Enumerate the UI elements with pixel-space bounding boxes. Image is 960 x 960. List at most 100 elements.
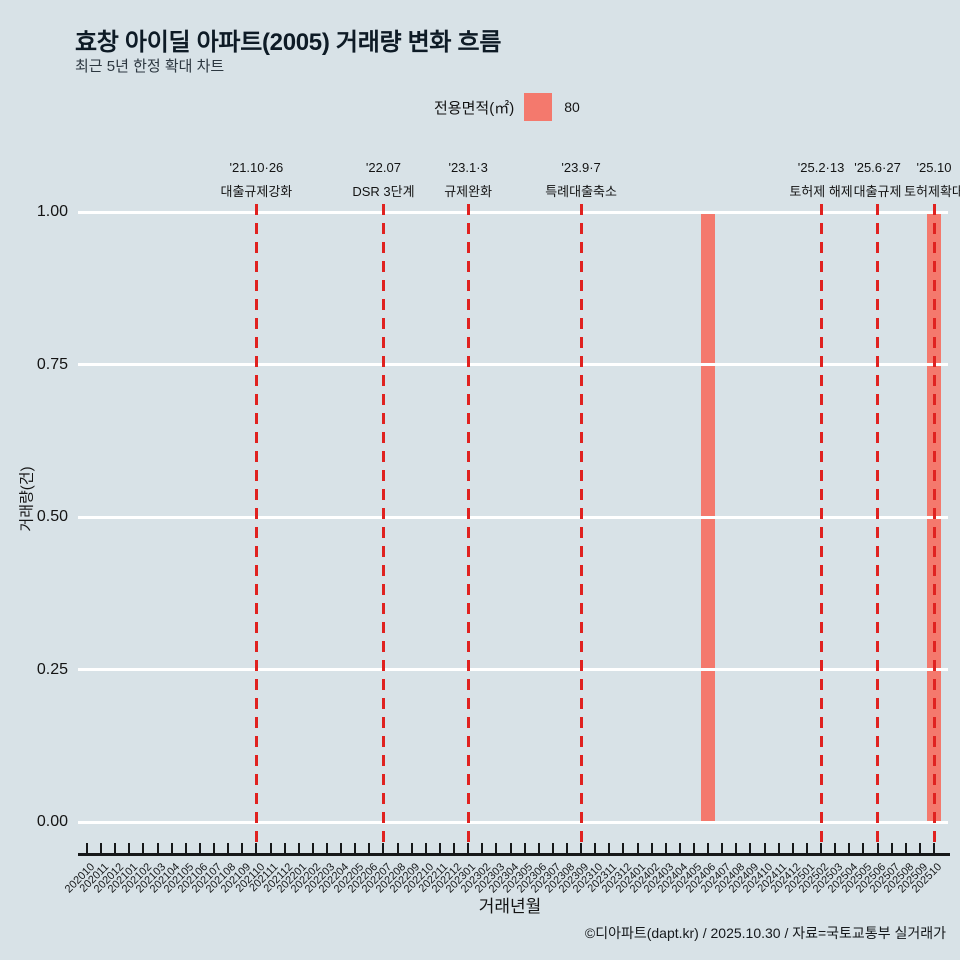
x-tick [693, 843, 696, 853]
event-date: '23.9·7 [561, 160, 601, 175]
x-tick [114, 843, 117, 853]
x-tick [424, 843, 427, 853]
x-tick [382, 843, 385, 853]
x-tick [805, 843, 808, 853]
x-tick [904, 843, 907, 853]
x-tick [594, 843, 597, 853]
x-tick [227, 843, 230, 853]
x-tick [86, 843, 88, 853]
x-tick [142, 843, 145, 853]
x-tick [198, 843, 201, 853]
x-tick [368, 843, 371, 853]
x-tick [100, 843, 103, 853]
page-subtitle: 최근 5년 한정 확대 차트 [75, 58, 225, 75]
event-line [819, 204, 823, 848]
y-tick-label: 0.25 [36, 660, 68, 678]
x-tick [876, 843, 879, 853]
x-tick [763, 843, 766, 853]
event-label: 특례대출축소 [545, 184, 617, 199]
gridline-1.00 [78, 210, 948, 214]
x-tick [678, 843, 681, 853]
x-tick [311, 843, 314, 853]
x-tick [707, 843, 710, 853]
footer-credit: ©디아파트(dapt.kr) / 2025.10.30 / 자료=국토교통부 실… [584, 925, 946, 941]
x-tick [565, 843, 568, 853]
event-line [254, 204, 258, 848]
event-label: 규제완화 [444, 184, 493, 199]
x-tick [213, 843, 216, 853]
x-tick [325, 843, 328, 853]
x-tick [396, 843, 399, 853]
x-axis-line [78, 853, 950, 856]
x-tick [622, 843, 625, 853]
x-tick [241, 843, 244, 853]
legend-label: 전용면적(㎡) [434, 99, 515, 117]
event-date: '22.07 [365, 160, 401, 175]
x-tick [820, 843, 823, 853]
page-title: 효창 아이딜 아파트(2005) 거래량 변화 흐름 [75, 29, 502, 56]
x-tick [848, 843, 851, 853]
x-tick [410, 843, 413, 853]
x-tick [537, 843, 540, 853]
x-tick [170, 843, 173, 853]
x-tick [791, 843, 794, 853]
event-label: 토허제 해제 [789, 184, 853, 199]
event-line [932, 204, 936, 848]
event-line [381, 204, 385, 848]
x-tick [933, 843, 935, 853]
x-tick [749, 843, 752, 853]
event-label: 대출규제 [853, 184, 902, 199]
event-line [876, 204, 880, 848]
x-tick [918, 843, 921, 853]
y-tick-label: 0.50 [36, 508, 68, 525]
x-tick [297, 843, 300, 853]
x-tick [481, 843, 484, 853]
x-tick [636, 843, 639, 853]
x-tick [777, 843, 780, 853]
gridline-0.00 [78, 820, 948, 824]
event-label: DSR 3단계 [352, 184, 415, 199]
x-axis-title: 거래년월 [478, 897, 542, 916]
x-tick [650, 843, 653, 853]
x-tick [721, 843, 724, 853]
x-tick [156, 843, 159, 853]
x-tick [495, 843, 498, 853]
x-tick [735, 843, 738, 853]
x-tick [608, 843, 611, 853]
event-line [466, 204, 470, 848]
x-tick [283, 843, 286, 853]
y-axis-title: 거래량(건) [18, 466, 36, 532]
x-tick [551, 843, 554, 853]
event-label: 대출규제강화 [220, 184, 293, 199]
event-date: '23.1·3 [448, 160, 488, 175]
legend-value: 80 [564, 99, 580, 115]
x-tick [664, 843, 667, 853]
y-tick-label: 1.00 [36, 203, 68, 220]
event-date: '21.10·26 [229, 160, 284, 175]
event-date: '25.6·27 [854, 160, 901, 175]
x-tick [269, 843, 272, 853]
x-tick [834, 843, 837, 853]
x-tick [580, 843, 583, 853]
x-tick [340, 843, 343, 853]
event-line [579, 204, 583, 848]
event-label: 토허제확대 [904, 184, 960, 199]
x-tick [354, 843, 357, 853]
x-tick [255, 843, 258, 853]
legend: 전용면적(㎡) 80 [434, 93, 580, 121]
event-date: '25.10 [916, 160, 952, 175]
x-tick [509, 843, 512, 853]
x-tick [467, 843, 470, 853]
x-tick [523, 843, 526, 853]
x-tick [184, 843, 187, 853]
x-tick [128, 843, 131, 853]
x-tick [890, 843, 893, 853]
legend-swatch-icon [524, 93, 553, 121]
gridline-0.75 [78, 363, 948, 366]
y-tick-label: 0.00 [36, 813, 68, 830]
gridline-0.50 [78, 515, 948, 519]
x-tick [438, 843, 441, 853]
gridline-0.25 [78, 668, 948, 671]
x-tick [862, 843, 865, 853]
